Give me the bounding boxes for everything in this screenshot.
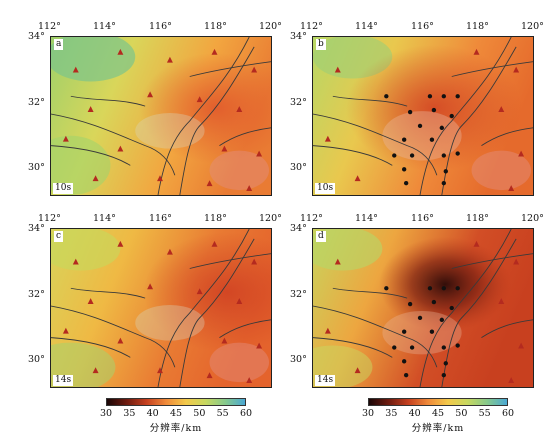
- lon-label: 116°: [411, 21, 434, 32]
- colorbar-tick: 35: [123, 408, 136, 419]
- panel-period-d: 14s: [315, 375, 336, 386]
- panel-period-b: 10s: [315, 183, 336, 194]
- lat-label: 32°: [28, 97, 45, 108]
- colorbar-gradient: [106, 398, 246, 406]
- colorbar-title: 分辨率/km: [411, 423, 465, 434]
- lon-label: 118°: [466, 213, 489, 224]
- colorbar-tick: 40: [146, 408, 159, 419]
- colorbar-tick: 55: [478, 408, 491, 419]
- panel-period-a: 10s: [53, 183, 74, 194]
- colorbar-tick: 40: [408, 408, 421, 419]
- panel-tag-b: b: [316, 39, 326, 50]
- colorbar-title: 分辨率/km: [149, 423, 203, 434]
- lon-label: 118°: [204, 21, 227, 32]
- lat-label: 30°: [28, 354, 45, 365]
- lat-label: 34°: [28, 223, 45, 234]
- lat-label: 30°: [28, 162, 45, 173]
- lat-label: 32°: [290, 97, 307, 108]
- map-panel-c: c 14s: [50, 228, 272, 388]
- lon-label: 112°: [38, 21, 61, 32]
- map-panel-a: a 10s: [50, 36, 272, 196]
- lon-label: 112°: [300, 21, 323, 32]
- resolution-map-a: [51, 37, 271, 195]
- colorbar-tick: 50: [193, 408, 206, 419]
- panel-tag-d: d: [316, 231, 326, 242]
- lon-label: 118°: [466, 21, 489, 32]
- lat-label: 34°: [28, 31, 45, 42]
- colorbar-tick: 45: [431, 408, 445, 419]
- lon-label: 120°: [259, 21, 282, 32]
- colorbar-gradient: [368, 398, 508, 406]
- station-markers-a: [62, 48, 263, 192]
- panel-period-c: 14s: [53, 375, 74, 386]
- lat-label: 32°: [28, 289, 45, 300]
- lon-label: 120°: [259, 213, 282, 224]
- colorbar-tick: 35: [385, 408, 398, 419]
- resolution-map-c: [51, 229, 271, 387]
- colorbar-tick: 55: [216, 408, 229, 419]
- panel-tag-a: a: [54, 39, 64, 50]
- lon-label: 116°: [411, 213, 434, 224]
- lat-label: 30°: [290, 162, 307, 173]
- map-panel-b: b 10s: [312, 36, 534, 196]
- map-panel-d: d 14s: [312, 228, 534, 388]
- resolution-map-d: [313, 229, 533, 387]
- lon-label: 116°: [149, 213, 172, 224]
- lon-label: 112°: [300, 213, 323, 224]
- lon-label: 120°: [521, 21, 544, 32]
- colorbar-tick: 50: [455, 408, 468, 419]
- lat-label: 32°: [290, 289, 307, 300]
- lat-label: 30°: [290, 354, 307, 365]
- lon-label: 118°: [204, 213, 227, 224]
- resolution-map-b: [313, 37, 533, 195]
- lat-label: 34°: [290, 223, 307, 234]
- lon-label: 112°: [38, 213, 61, 224]
- lon-label: 114°: [355, 21, 378, 32]
- lon-label: 114°: [93, 21, 116, 32]
- lon-label: 120°: [521, 213, 544, 224]
- lat-label: 34°: [290, 31, 307, 42]
- colorbar-tick: 60: [501, 408, 515, 419]
- lon-label: 116°: [149, 21, 172, 32]
- colorbar-tick: 45: [169, 408, 183, 419]
- lon-label: 114°: [355, 213, 378, 224]
- dense-stations-d: [384, 286, 460, 378]
- dense-stations-b: [384, 94, 460, 186]
- panel-tag-c: c: [54, 231, 64, 242]
- colorbar-tick: 30: [99, 408, 113, 419]
- colorbar-tick: 30: [361, 408, 375, 419]
- colorbar-left: 30 35 40 45 50 55 60 分辨率/km: [100, 398, 252, 434]
- lon-label: 114°: [93, 213, 116, 224]
- colorbar-tick: 60: [239, 408, 253, 419]
- colorbar-right: 30 35 40 45 50 55 60 分辨率/km: [362, 398, 514, 434]
